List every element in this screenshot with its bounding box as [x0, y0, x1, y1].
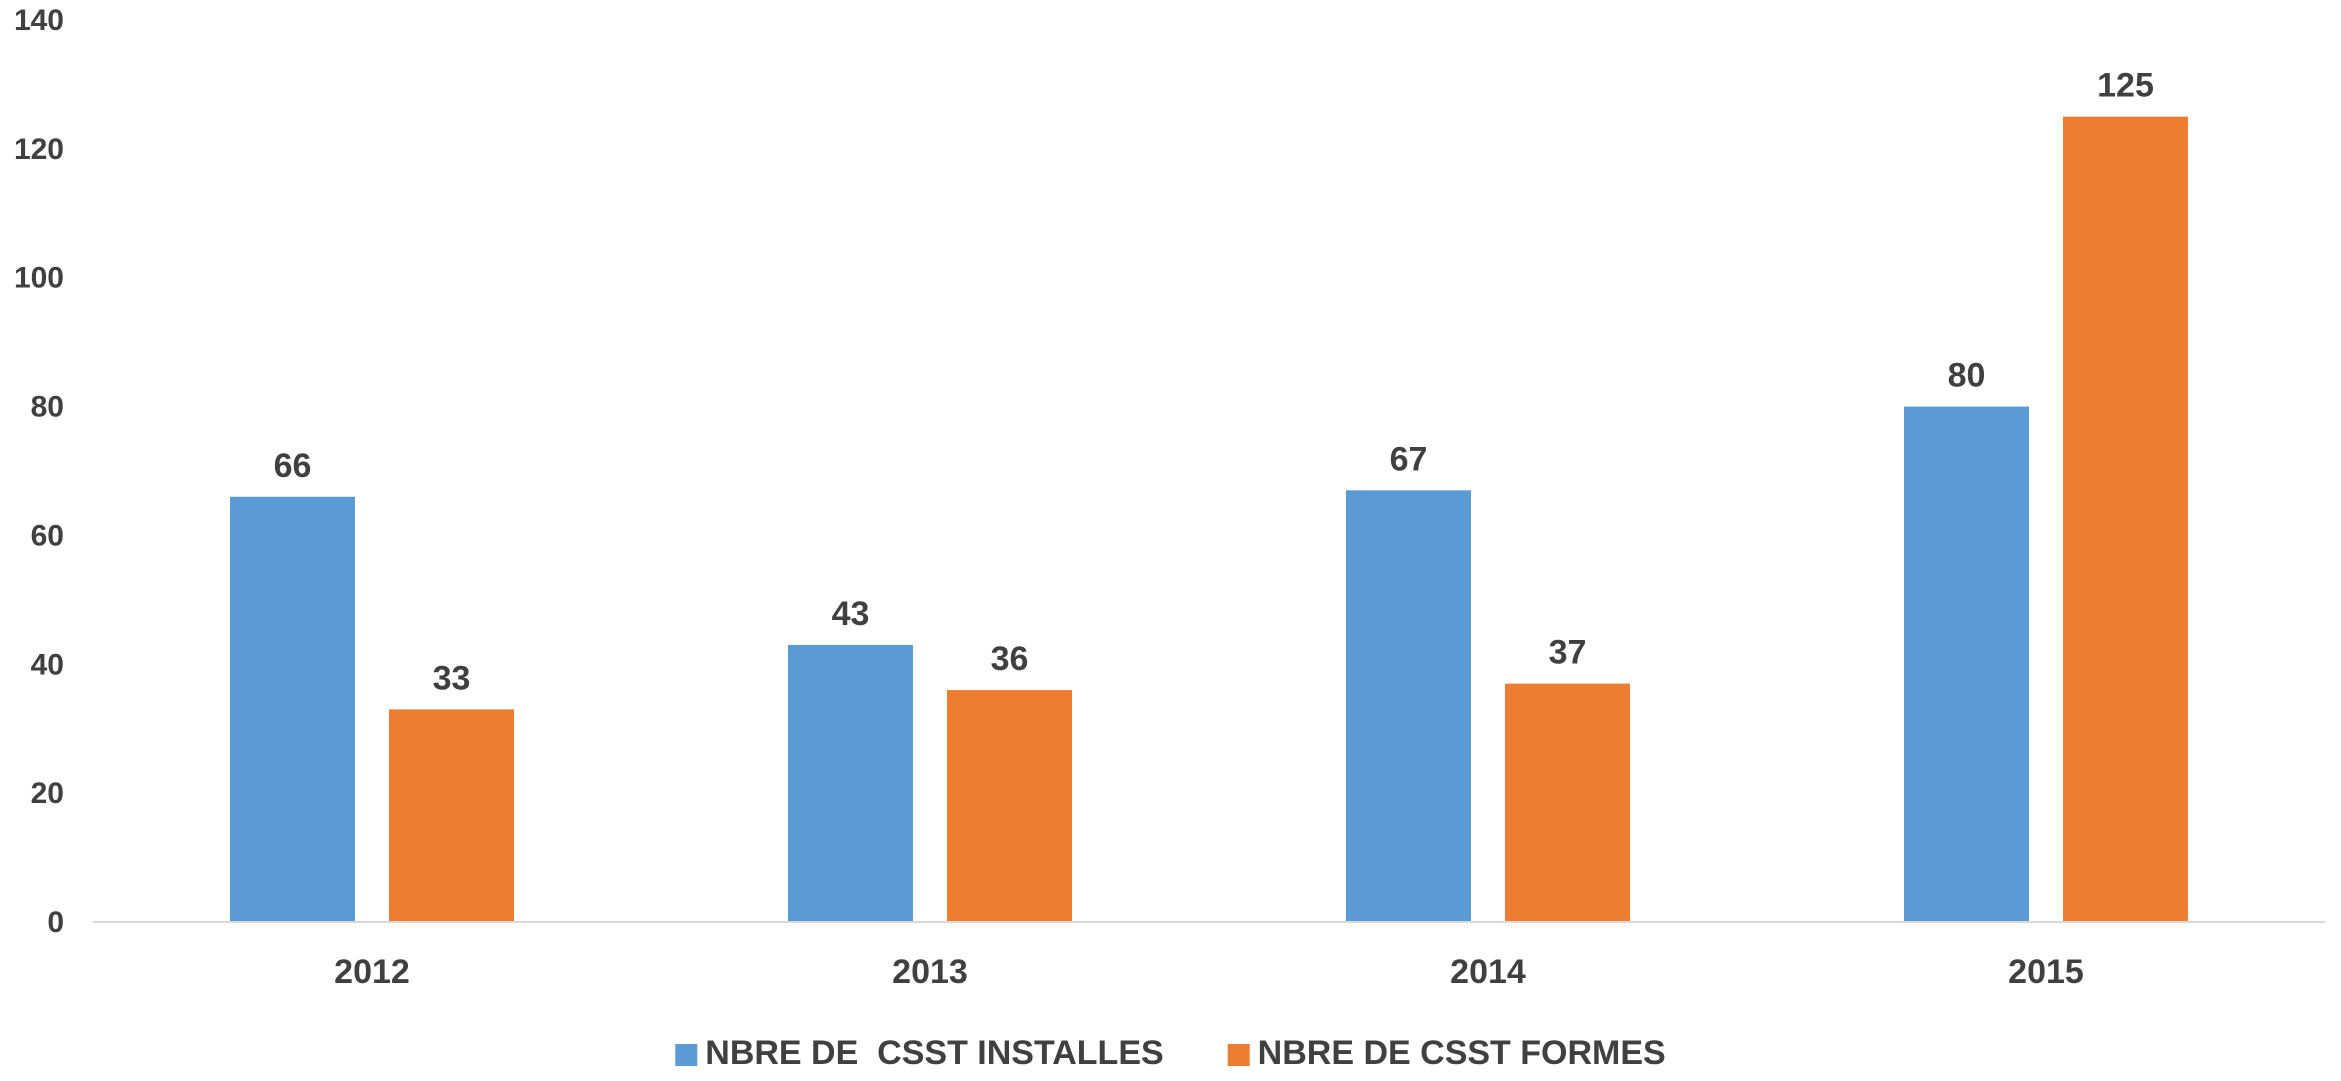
data-label-2014-series-2: 37 — [1549, 634, 1587, 672]
data-label-2012-series-2: 33 — [433, 659, 471, 697]
y-axis-ticks: 0 20 40 60 80 100 120 140 — [14, 4, 64, 939]
data-label-2013-series-1: 43 — [832, 595, 870, 633]
x-tick-label: 2014 — [1450, 953, 1526, 991]
x-tick-label: 2013 — [892, 953, 968, 991]
data-label-2014-series-1: 67 — [1390, 440, 1428, 478]
bar-2015-series-2 — [2063, 116, 2188, 922]
bar-2012-series-2 — [389, 709, 514, 922]
data-label-2013-series-2: 36 — [991, 640, 1029, 678]
bar-2015-series-1 — [1904, 406, 2029, 923]
y-tick-label: 20 — [31, 777, 64, 810]
data-labels: 66 33 43 36 67 37 80 125 — [274, 67, 2154, 698]
legend-label: NBRE DE CSST FORMES — [1258, 1034, 1666, 1072]
y-tick-label: 140 — [14, 4, 64, 37]
y-tick-label: 100 — [14, 262, 64, 295]
data-label-2012-series-1: 66 — [274, 447, 312, 485]
x-tick-label: 2012 — [334, 953, 410, 991]
y-tick-label: 80 — [31, 391, 64, 424]
x-tick-label: 2015 — [2008, 953, 2084, 991]
data-label-2015-series-2: 125 — [2097, 67, 2154, 105]
bar-2014-series-1 — [1346, 490, 1471, 922]
y-tick-label: 60 — [31, 519, 64, 552]
legend-item-series-1: NBRE DE CSST INSTALLES — [675, 1034, 1164, 1072]
x-axis-labels: 2012 2013 2014 2015 — [334, 953, 2084, 991]
legend-swatch — [675, 1044, 698, 1066]
data-label-2015-series-1: 80 — [1948, 357, 1986, 395]
y-tick-label: 40 — [31, 648, 64, 681]
y-tick-label: 0 — [47, 906, 64, 939]
legend-swatch — [1227, 1044, 1250, 1066]
bars — [230, 116, 2188, 923]
legend-item-series-2: NBRE DE CSST FORMES — [1227, 1034, 1666, 1072]
legend: NBRE DE CSST INSTALLES NBRE DE CSST FORME… — [675, 1034, 1666, 1072]
bar-2013-series-1 — [788, 644, 913, 922]
legend-label: NBRE DE CSST INSTALLES — [705, 1034, 1163, 1072]
bar-2014-series-2 — [1505, 683, 1630, 922]
y-tick-label: 120 — [14, 133, 64, 166]
bar-2013-series-2 — [947, 690, 1072, 922]
bar-2012-series-1 — [230, 496, 355, 922]
